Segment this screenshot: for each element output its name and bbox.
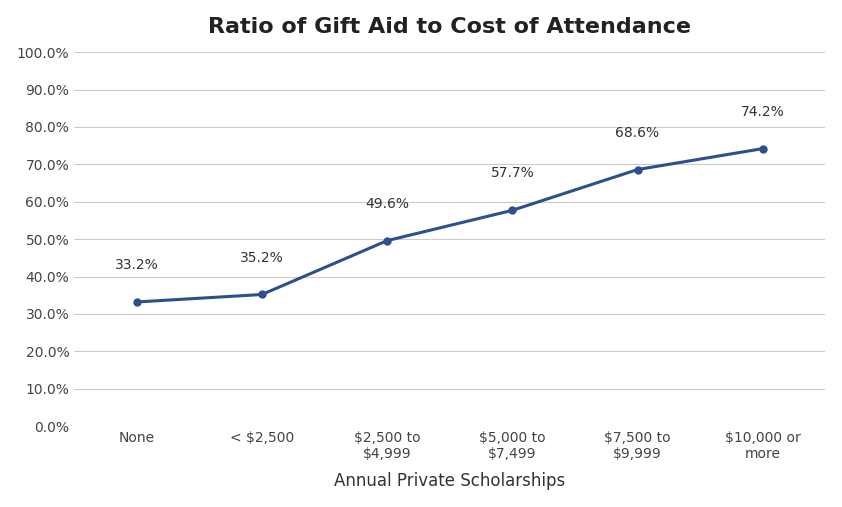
Title: Ratio of Gift Aid to Cost of Attendance: Ratio of Gift Aid to Cost of Attendance (208, 17, 691, 37)
Text: 74.2%: 74.2% (741, 104, 785, 119)
Text: 57.7%: 57.7% (491, 166, 534, 180)
Text: 68.6%: 68.6% (616, 126, 659, 139)
Text: 33.2%: 33.2% (115, 258, 158, 272)
X-axis label: Annual Private Scholarships: Annual Private Scholarships (334, 473, 565, 490)
Text: 49.6%: 49.6% (365, 197, 409, 211)
Text: 35.2%: 35.2% (240, 250, 284, 265)
